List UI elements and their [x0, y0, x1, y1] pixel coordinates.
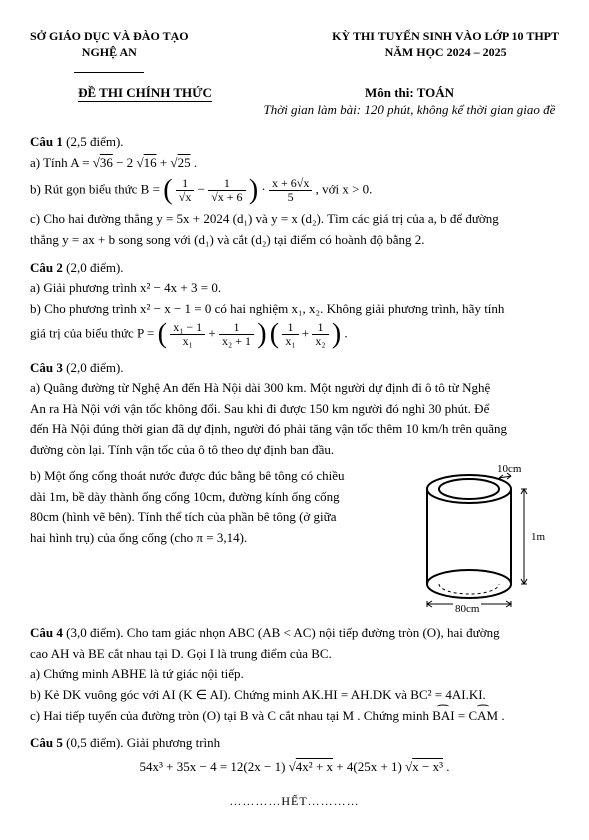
q3b-row: b) Một ống cống thoát nước được đúc bằng…: [30, 464, 559, 614]
q5-title: Câu 5: [30, 735, 66, 750]
header-row: SỞ GIÁO DỤC VÀ ĐÀO TẠO NGHỆ AN KỲ THI TU…: [30, 28, 559, 78]
q3a-l4: đường còn lại. Tính vận tốc của ô tô the…: [30, 441, 559, 459]
q5-eq: 54x³ + 35x − 4 = 12(2x − 1) √4x² + x + 4…: [30, 758, 559, 776]
q5-pts: (0,5 điểm).: [66, 735, 127, 750]
label-80cm: 80cm: [453, 602, 481, 617]
q2a: a) Giải phương trình x² − 4x + 3 = 0.: [30, 279, 559, 297]
question-1: Câu 1 (2,5 điểm). a) Tính A = √36 − 2 √1…: [30, 133, 559, 249]
subheader: ĐỀ THI CHÍNH THỨC Môn thi: TOÁN Thời gia…: [30, 84, 559, 119]
q3a-l3: đến Hà Nội đúng thời gian đã dự định, ng…: [30, 420, 559, 438]
underline-left: [74, 72, 144, 73]
angle-cam: CAM: [468, 707, 498, 725]
q3-title: Câu 3: [30, 360, 66, 375]
q1a: a) Tính A = √36 − 2 √16 + √25 .: [30, 154, 559, 172]
end-marker: …………HẾT…………: [30, 793, 559, 809]
angle-bai: BAI: [432, 707, 454, 725]
label-1m: 1m: [531, 530, 545, 545]
question-2: Câu 2 (2,0 điểm). a) Giải phương trình x…: [30, 259, 559, 349]
question-4: Câu 4 (3,0 điểm). Cho tam giác nhọn ABC …: [30, 624, 559, 724]
q3a-l2: An ra Hà Nội với vận tốc không đổi. Sau …: [30, 400, 559, 418]
org-line1: SỞ GIÁO DỤC VÀ ĐÀO TẠO: [30, 28, 189, 44]
label-10cm: 10cm: [497, 462, 521, 477]
subject: Môn thi: TOÁN: [260, 84, 559, 102]
q1-pts: (2,5 điểm).: [66, 134, 123, 149]
q4c: c) Hai tiếp tuyến của đường tròn (O) tại…: [30, 707, 559, 725]
question-5: Câu 5 (0,5 điểm). Giải phương trình 54x³…: [30, 734, 559, 775]
exam-line1: KỲ THI TUYỂN SINH VÀO LỚP 10 THPT: [332, 28, 559, 44]
org-line2: NGHỆ AN: [30, 44, 189, 60]
official-label: ĐỀ THI CHÍNH THỨC: [30, 84, 260, 119]
question-3: Câu 3 (2,0 điểm). a) Quãng đường từ Nghệ…: [30, 359, 559, 615]
q1-title: Câu 1: [30, 134, 66, 149]
time: Thời gian làm bài: 120 phút, không kể th…: [260, 101, 559, 119]
header-left: SỞ GIÁO DỤC VÀ ĐÀO TẠO NGHỆ AN: [30, 28, 189, 78]
q3-pts: (2,0 điểm).: [66, 360, 123, 375]
q4-l1: Cho tam giác nhọn ABC (AB < AC) nội tiếp…: [127, 625, 500, 640]
q1c-l2: thẳng y = ax + b song song với (d₁) và c…: [30, 231, 559, 249]
q5-txt: Giải phương trình: [127, 735, 220, 750]
q2-pts: (2,0 điểm).: [66, 260, 123, 275]
q2b-l2: giá trị của biểu thức P = ( x₁ − 1x₁ + 1…: [30, 321, 559, 348]
q3a-l1: a) Quãng đường từ Nghệ An đến Hà Nội dài…: [30, 379, 559, 397]
q4-pts: (3,0 điểm).: [66, 625, 127, 640]
q4-title: Câu 4: [30, 625, 66, 640]
q2b-l1: b) Cho phương trình x² − x − 1 = 0 có ha…: [30, 300, 559, 318]
q2-title: Câu 2: [30, 260, 66, 275]
header-right: KỲ THI TUYỂN SINH VÀO LỚP 10 THPT NĂM HỌ…: [332, 28, 559, 78]
q3b-text: b) Một ống cống thoát nước được đúc bằng…: [30, 464, 399, 546]
q1c-l1: c) Cho hai đường thẳng y = 5x + 2024 (d₁…: [30, 210, 559, 228]
q4a: a) Chứng minh ABHE là tứ giác nội tiếp.: [30, 665, 559, 683]
subject-time: Môn thi: TOÁN Thời gian làm bài: 120 phú…: [260, 84, 559, 119]
exam-line2: NĂM HỌC 2024 – 2025: [332, 44, 559, 60]
q1b: b) Rút gọn biểu thức B = ( 1√x − 1√x + 6…: [30, 177, 559, 204]
cylinder-figure: 10cm 1m 80cm: [409, 464, 559, 614]
q4-l2: cao AH và BE cắt nhau tại D. Gọi I là tr…: [30, 645, 559, 663]
